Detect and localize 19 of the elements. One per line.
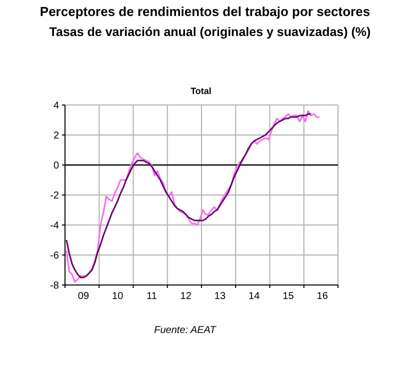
y-tick-label: 2: [53, 130, 60, 142]
text: Total: [190, 86, 212, 96]
source-note: Fuente: AEAT: [154, 325, 217, 336]
y-tick-label: -8: [50, 280, 60, 292]
x-tick-label: 14: [248, 291, 260, 302]
y-tick-label: -4: [50, 220, 60, 232]
y-tick-label: 0: [53, 160, 60, 172]
x-tick-label: 13: [214, 291, 226, 302]
x-tick-label: 11: [146, 291, 158, 302]
x-tick-label: 10: [112, 291, 124, 302]
chart-title: Perceptores de rendimientos del trabajo por sectores: [40, 4, 370, 19]
chart-subtitle: Tasas de variación anual (originales y suavizadas) (%): [49, 25, 371, 39]
x-tick-label: 12: [180, 291, 192, 302]
y-tick-label: 4: [53, 100, 60, 112]
y-tick-label: -2: [50, 190, 60, 202]
y-tick-label: -6: [50, 250, 60, 262]
x-tick-label: 15: [282, 291, 294, 302]
x-tick-label: 16: [316, 291, 328, 302]
x-tick-label: 09: [78, 291, 90, 302]
